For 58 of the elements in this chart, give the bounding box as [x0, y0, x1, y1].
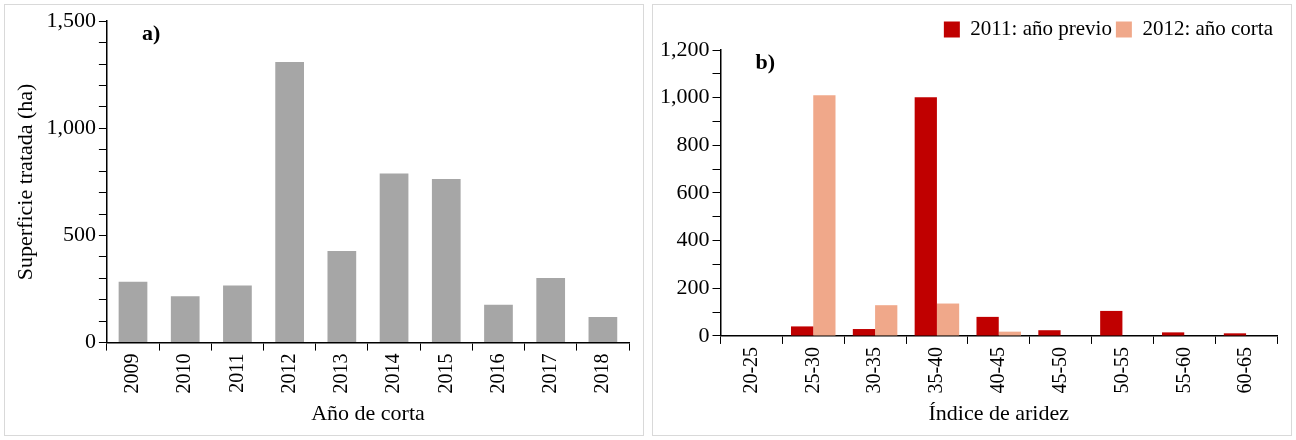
bar	[275, 61, 304, 343]
bar	[588, 317, 618, 343]
bar	[976, 316, 999, 336]
y-tick-label: 500	[62, 221, 96, 247]
x-tick-label: 55-60	[1171, 346, 1194, 394]
x-axis-title: Año de corta	[311, 399, 425, 425]
bar	[536, 278, 566, 343]
x-tick-label: 2011	[224, 353, 247, 393]
y-tick-label: 200	[676, 274, 710, 300]
x-tick-label: 2017	[537, 353, 560, 394]
y-axis-title: Superficie tratada (ha)	[11, 83, 37, 281]
bar	[170, 296, 200, 343]
bar	[327, 250, 357, 343]
x-tick-label: 2010	[172, 353, 195, 394]
x-tick-label: 2012	[276, 353, 299, 394]
y-tick-label: 1,200	[660, 35, 710, 61]
y-tick-label: 1,000	[46, 114, 96, 140]
bar	[118, 281, 148, 343]
legend-label: 2012: año corta	[1142, 16, 1274, 41]
x-tick-label: 25-30	[800, 346, 823, 394]
y-tick-label: 1,500	[46, 6, 96, 32]
legend-label: 2011: año previo	[970, 16, 1112, 41]
annotation: b)	[755, 48, 776, 74]
bar	[875, 305, 898, 336]
bar	[223, 285, 252, 343]
x-tick-label: 2018	[590, 353, 613, 394]
bar	[1161, 332, 1185, 336]
x-tick-label: 45-50	[1047, 346, 1070, 394]
x-tick-label: 2009	[120, 353, 143, 394]
x-tick-label: 2014	[381, 353, 404, 394]
x-tick-label: 35-40	[924, 346, 947, 394]
bar	[484, 304, 513, 343]
y-tick-label: 600	[676, 178, 710, 204]
bar	[379, 173, 409, 343]
x-tick-label: 30-35	[862, 346, 885, 394]
bar	[431, 178, 461, 343]
bar	[1100, 310, 1123, 336]
y-tick-label: 0	[84, 328, 96, 354]
x-tick-label: 2015	[433, 353, 456, 394]
bar	[1038, 330, 1061, 336]
x-tick-label: 50-55	[1109, 346, 1132, 394]
x-tick-label: 2013	[329, 353, 352, 394]
bar	[813, 95, 836, 336]
y-tick-label: 800	[676, 131, 710, 157]
y-tick-label: 400	[676, 226, 710, 252]
x-tick-label: 20-25	[738, 346, 761, 394]
x-tick-label: 2016	[485, 353, 508, 394]
x-tick-label: 40-45	[986, 346, 1008, 394]
bar	[852, 329, 876, 336]
y-tick-label: 1,000	[660, 83, 710, 109]
bar	[1223, 333, 1247, 336]
bar	[936, 303, 960, 336]
x-tick-label: 60-65	[1233, 346, 1256, 394]
bar	[914, 97, 937, 336]
bar	[790, 326, 814, 336]
x-axis-title: Índice de aridez	[928, 399, 1070, 425]
y-tick-label: 0	[698, 321, 710, 347]
annotation: a)	[141, 19, 161, 45]
